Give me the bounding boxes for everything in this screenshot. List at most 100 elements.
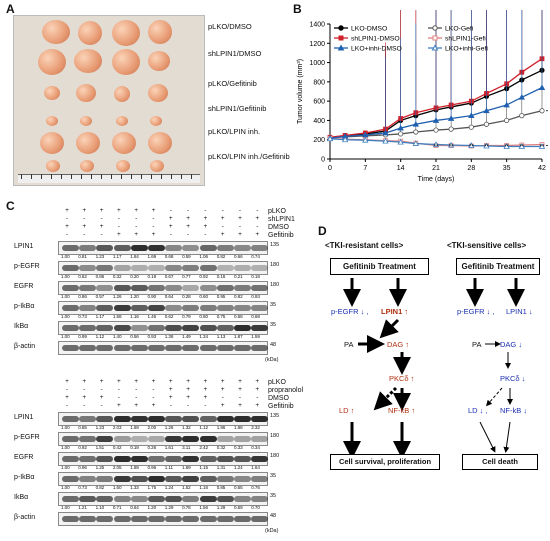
group-label: shLPIN1/DMSO <box>208 49 262 58</box>
band-quantification: 0.60 <box>199 294 208 299</box>
left-column-title: <TKI-resistant cells> <box>325 241 404 250</box>
blot-strip <box>58 341 269 355</box>
protein-band <box>234 416 251 422</box>
data-point <box>448 126 454 132</box>
protein-band <box>113 245 131 251</box>
protein-band <box>130 305 148 311</box>
protein-band <box>62 345 79 351</box>
condition-sign: + <box>151 402 156 409</box>
condition-sign: + <box>203 394 208 401</box>
condition-sign: + <box>186 386 190 393</box>
protein-band <box>96 496 114 502</box>
y-tick-label: 1400 <box>309 22 325 29</box>
data-point <box>412 120 419 127</box>
blot-strip <box>58 281 269 295</box>
protein-band <box>199 285 217 291</box>
arrow <box>479 421 496 453</box>
left-ld: LD ↑ <box>339 406 355 415</box>
band-quantification: 0.18 <box>251 274 260 279</box>
condition-sign: - <box>238 394 242 401</box>
protein-band <box>148 496 165 502</box>
condition-sign: - <box>152 394 155 401</box>
protein-band <box>62 325 79 331</box>
condition-sign: + <box>168 394 173 401</box>
band-quantification: 1.60 <box>112 485 122 490</box>
protein-band <box>96 416 114 422</box>
protein-band <box>234 345 251 351</box>
kda-unit: (kDa) <box>265 528 279 534</box>
group-label: pLKO/LPIN inh. <box>208 127 261 136</box>
data-point <box>433 127 439 133</box>
band-quantification: 0.21 <box>234 274 243 279</box>
band-quantification: 1.87 <box>234 334 243 339</box>
band-quantification: 0.68 <box>234 314 243 319</box>
condition-sign: + <box>186 378 190 385</box>
band-quantification: 0.32 <box>216 445 226 450</box>
condition-sign: + <box>255 231 260 238</box>
band-quantification: 1.10 <box>95 505 105 510</box>
band-quantification: 2.32 <box>251 425 260 430</box>
band-quantification: 1.56 <box>199 505 208 510</box>
band-quantification: 0.62 <box>164 314 174 319</box>
treatment-box-left: Gefitinib Treatment <box>330 258 429 275</box>
band-quantification: 1.32 <box>182 425 191 430</box>
significance-mark: ** <box>449 144 454 150</box>
band-quantification: 0.19 <box>147 274 157 279</box>
band-quantification: 0.19 <box>130 445 139 450</box>
condition-sign: - <box>100 402 103 409</box>
protein-band <box>182 285 200 291</box>
x-tick-label: 21 <box>432 165 440 172</box>
significance-mark: ** <box>434 144 439 150</box>
protein-band <box>165 516 183 522</box>
legend-marker <box>338 25 344 31</box>
kda-marker: 180 <box>270 282 280 288</box>
condition-sign: - <box>152 223 155 230</box>
protein-band <box>234 476 251 482</box>
band-quantification: 0.64 <box>130 505 139 510</box>
band-quantification: 0.99 <box>78 334 87 339</box>
kda-marker: 135 <box>270 242 280 248</box>
left-dag: DAG ↑ <box>387 340 410 349</box>
condition-sign: - <box>169 231 172 238</box>
protein-band <box>79 436 97 442</box>
kda-marker: 35 <box>270 302 277 308</box>
band-quantification: 0.75 <box>216 314 226 319</box>
band-quantification: 1.00 <box>61 465 70 470</box>
x-tick-label: 28 <box>467 165 475 172</box>
protein-band <box>234 245 251 251</box>
protein-band <box>130 516 148 522</box>
band-quantification: 1.16 <box>130 314 139 319</box>
y-tick-label: 800 <box>313 79 325 86</box>
band-quantification: 0.95 <box>216 294 226 299</box>
significance-mark: ** <box>519 144 524 150</box>
protein-band <box>62 436 79 442</box>
protein-band <box>199 456 217 462</box>
band-quantification: 1.75 <box>147 485 157 490</box>
band-quantification: 1.51 <box>95 445 105 450</box>
group-label: pLKO/LPIN inh./Gefitinib <box>208 152 290 161</box>
y-tick-label: 1200 <box>309 41 325 48</box>
band-quantification: 0.82 <box>95 485 105 490</box>
protein-band <box>216 476 234 482</box>
condition-sign: - <box>83 215 86 222</box>
protein-band <box>113 305 131 311</box>
data-point <box>432 141 440 147</box>
band-quantification: 1.00 <box>61 425 70 430</box>
condition-sign: - <box>221 394 224 401</box>
protein-label: p-EGFR <box>14 434 40 441</box>
legend-label: LKO-DMSO <box>351 26 387 33</box>
band-quantification: 1.00 <box>61 294 70 299</box>
protein-band <box>62 496 79 502</box>
protein-band <box>130 416 148 422</box>
condition-sign: + <box>99 394 104 401</box>
arrow <box>486 387 503 407</box>
protein-band <box>182 436 200 442</box>
protein-label: LPIN1 <box>14 243 34 250</box>
band-quantification: 2.05 <box>112 465 122 470</box>
protein-band <box>251 245 269 251</box>
condition-sign: - <box>152 386 155 393</box>
data-point <box>397 138 404 145</box>
protein-band <box>148 285 165 291</box>
condition-sign: - <box>117 386 120 393</box>
blot-strip <box>58 241 269 255</box>
